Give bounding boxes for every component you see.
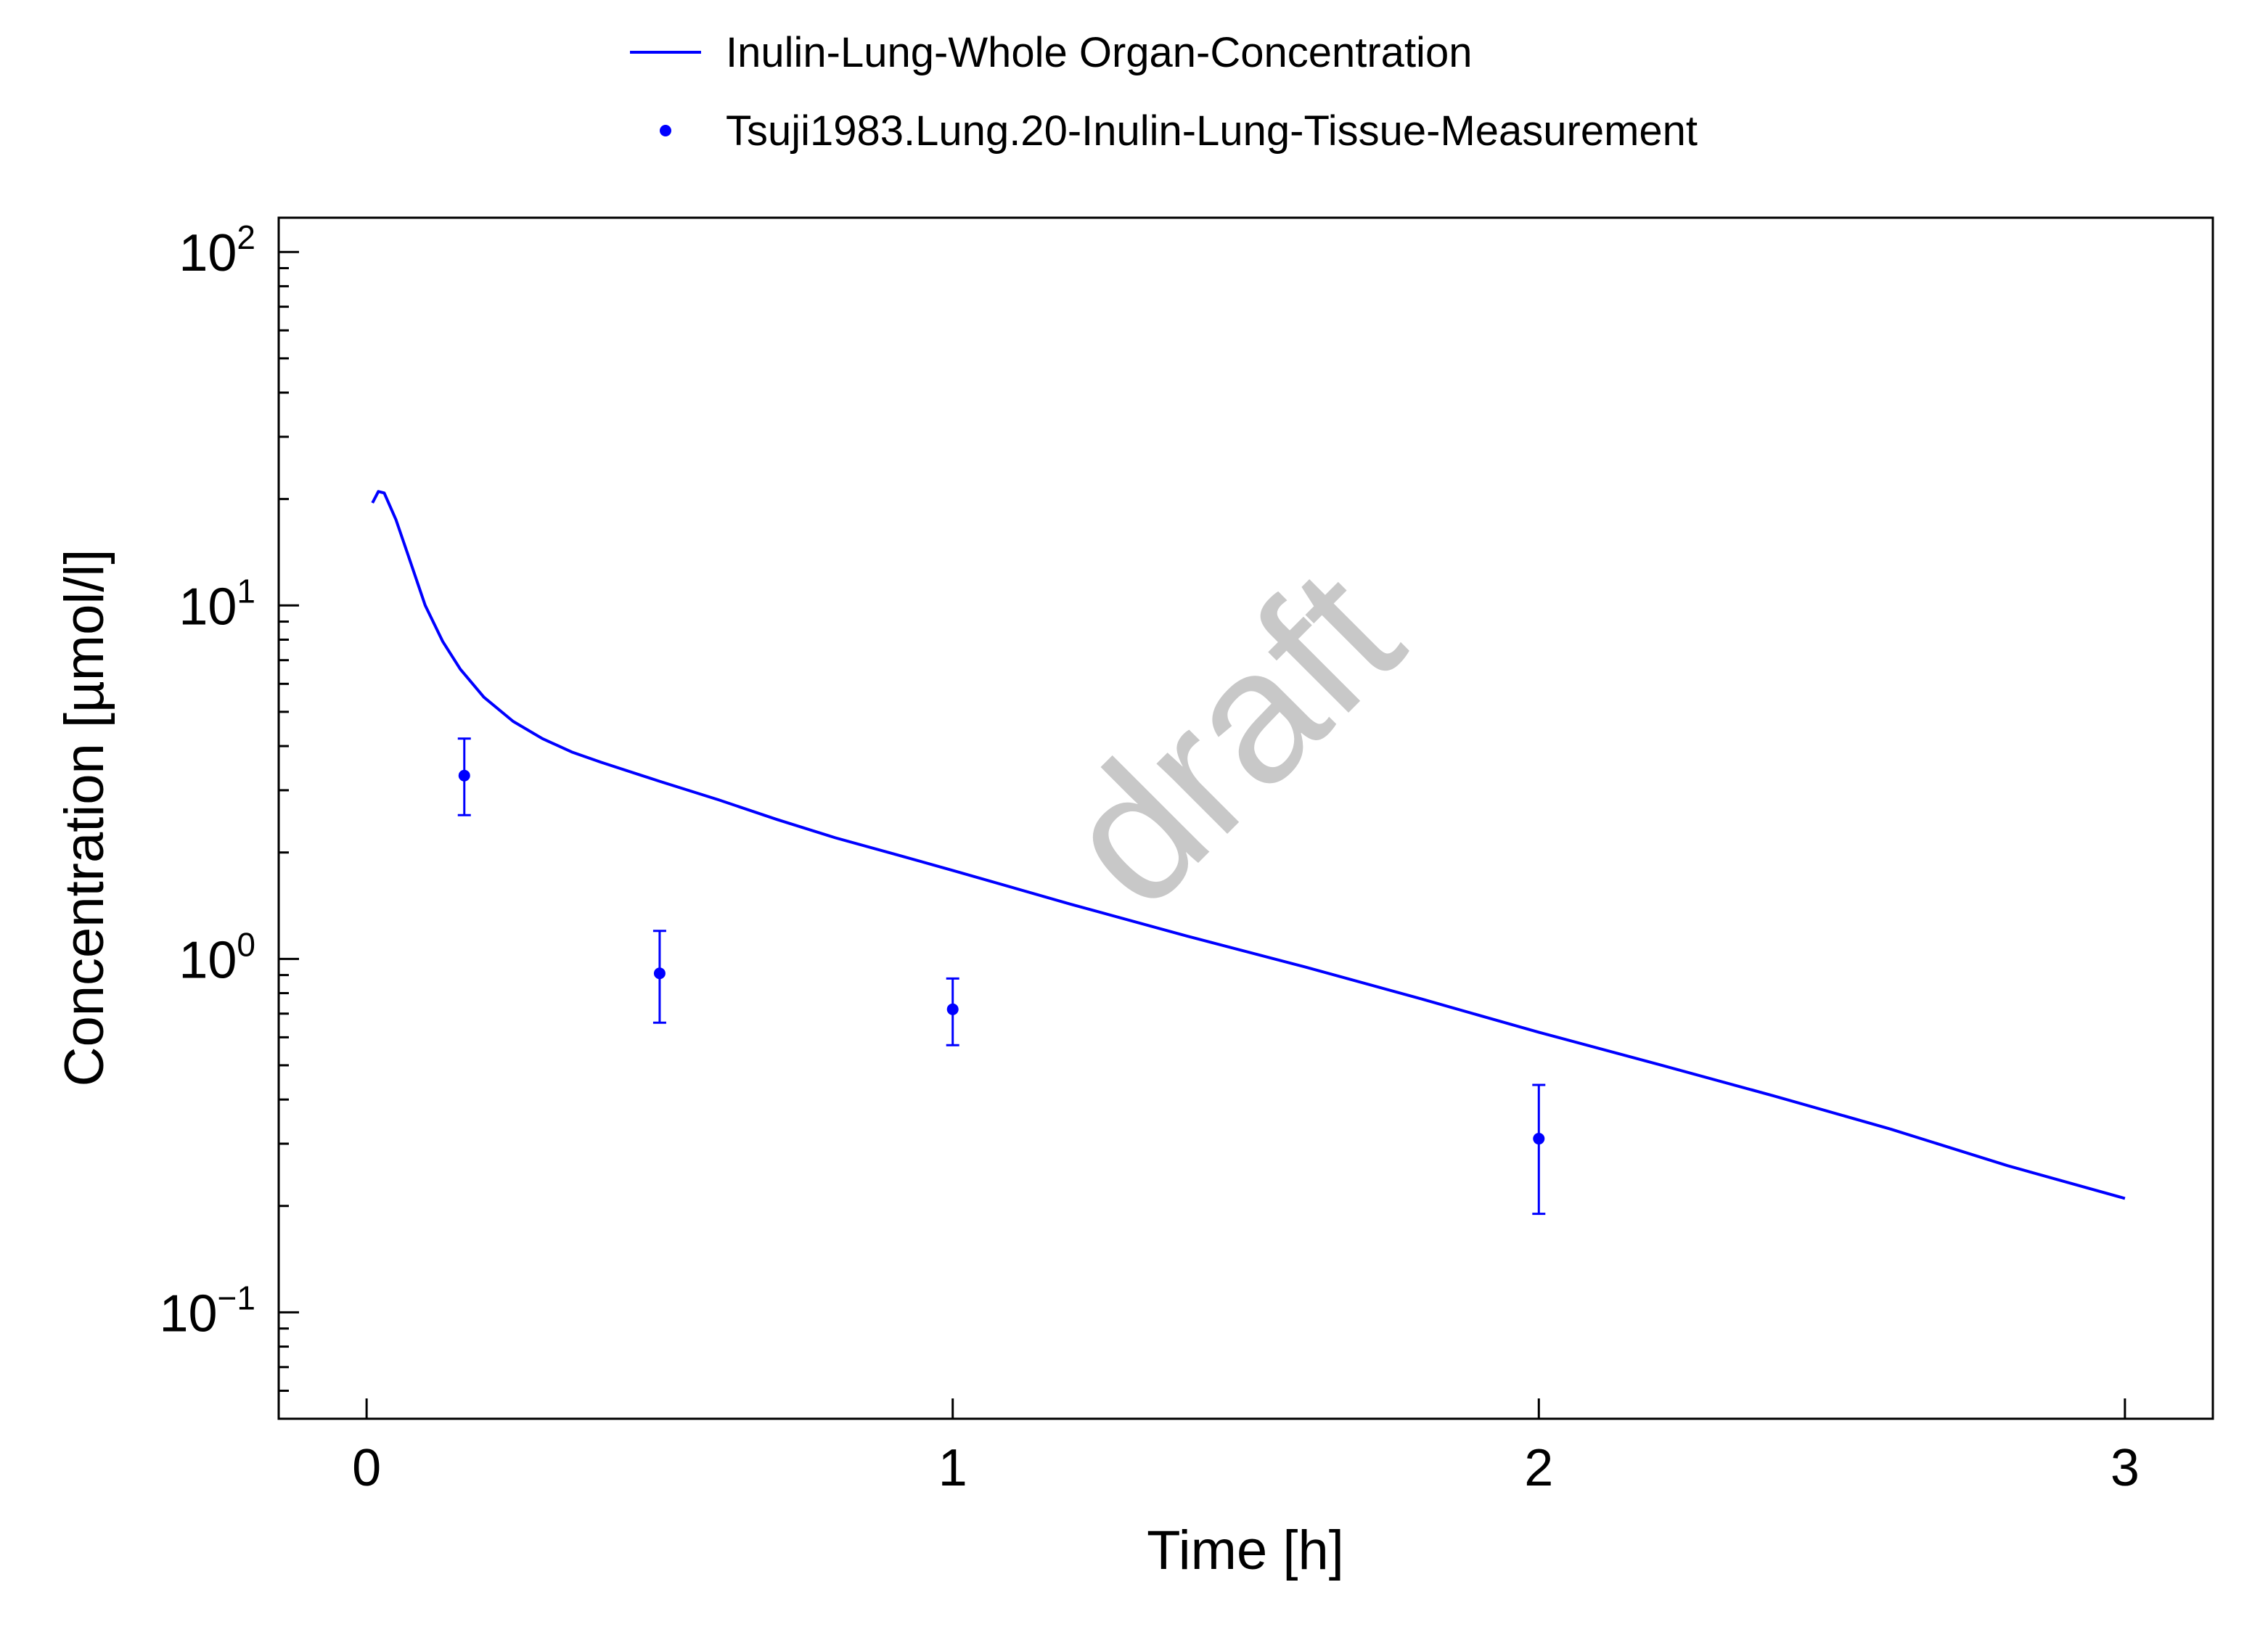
data-point — [946, 1003, 959, 1015]
data-point-group — [652, 930, 666, 1024]
y-axis-label: Concentration [µmol/l] — [54, 549, 115, 1087]
series-line-simulation — [371, 490, 2126, 1200]
legend: Inulin-Lung-Whole Organ-Concentration Ts… — [630, 29, 1698, 155]
legend-label-simulation: Inulin-Lung-Whole Organ-Concentration — [726, 29, 1472, 76]
legend-label-measurement: Tsuji1983.Lung.20-Inulin-Lung-Tissue-Mea… — [726, 107, 1698, 155]
data-point — [653, 967, 666, 980]
data-point — [458, 769, 470, 782]
x-axis-label: Time [h] — [1147, 1520, 1344, 1581]
y-tick-label: 100 — [179, 925, 255, 989]
x-tick-label: 1 — [938, 1439, 967, 1497]
y-tick-label: 101 — [179, 572, 255, 636]
series-layer — [371, 490, 2126, 1216]
x-axis: 0 1 2 3 — [352, 1398, 2140, 1497]
data-point-group — [457, 737, 471, 816]
legend-dot-swatch — [660, 125, 671, 136]
plot-area-frame — [277, 216, 2214, 1420]
x-tick-label: 2 — [1524, 1439, 1553, 1497]
x-tick-label: 3 — [2111, 1439, 2140, 1497]
data-point-group — [1532, 1083, 1546, 1216]
data-point-group — [946, 977, 959, 1046]
y-axis: 10−1 100 101 102 — [159, 218, 299, 1420]
y-tick-label: 102 — [179, 218, 255, 282]
watermark-text: draft — [1024, 530, 1441, 946]
x-tick-label: 0 — [352, 1439, 381, 1497]
y-tick-label: 10−1 — [159, 1279, 255, 1343]
data-point — [1533, 1133, 1545, 1145]
